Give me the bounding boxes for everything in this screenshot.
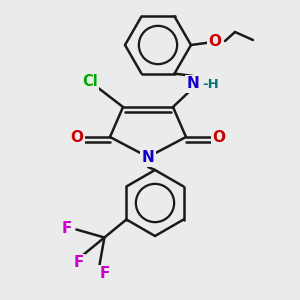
Text: F: F	[99, 266, 110, 281]
Text: O: O	[208, 34, 221, 50]
Text: O: O	[70, 130, 83, 145]
Text: F: F	[73, 255, 84, 270]
Text: -H: -H	[202, 77, 219, 91]
Text: F: F	[61, 221, 72, 236]
Text: O: O	[212, 130, 226, 145]
Text: Cl: Cl	[82, 74, 98, 89]
Text: N: N	[187, 76, 200, 92]
Text: N: N	[142, 151, 154, 166]
